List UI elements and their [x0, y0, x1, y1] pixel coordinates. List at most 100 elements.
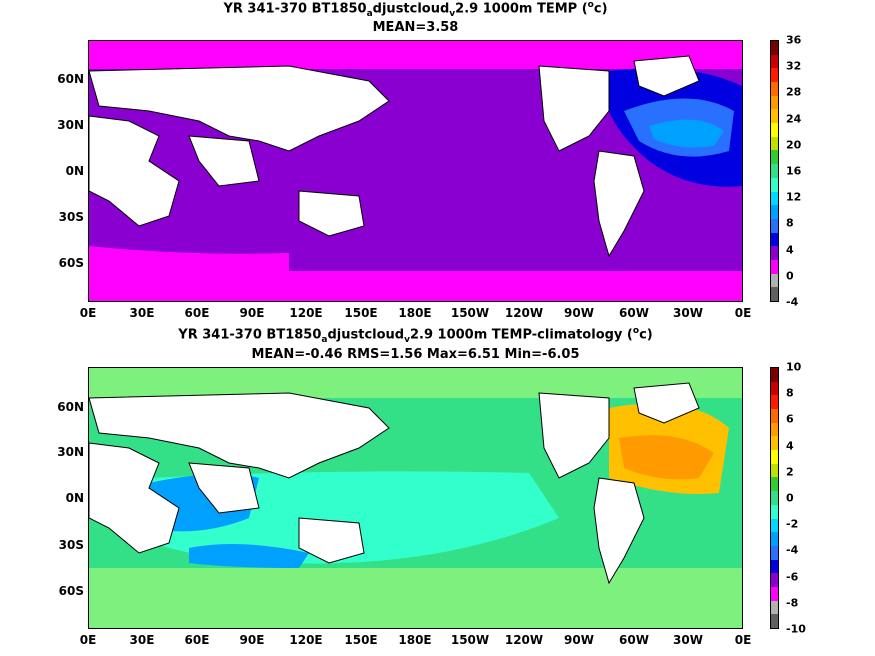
colorbar-tick-label: 28 [786, 85, 802, 99]
panel2-lon-5: 150E [344, 633, 378, 647]
panel2-map-svg [88, 368, 742, 628]
southern-anomaly [89, 568, 742, 628]
colorbar-tick-label: 32 [786, 59, 802, 73]
land-masses-2 [88, 382, 700, 585]
colorbar-segment [771, 504, 778, 519]
panel1-lon-1: 30E [129, 306, 155, 320]
atlantic-orange [619, 435, 714, 480]
panel1-lon-0: 0E [79, 306, 97, 320]
panel1-title-line2: MEAN=3.58 [372, 20, 459, 35]
arctic-band [89, 41, 742, 69]
colorbar-segment [771, 150, 778, 165]
panel1-lon-10: 60W [619, 306, 649, 320]
colorbar-tick-label: -4 [786, 543, 799, 557]
south-america-2 [593, 477, 645, 585]
colorbar-tick-label: 6 [786, 412, 794, 426]
colorbar-segment [771, 164, 778, 179]
panel1-lon-5: 150E [344, 306, 378, 320]
colorbar-segment [771, 477, 778, 492]
australia [298, 190, 365, 237]
panel2-lon-9: 90W [564, 633, 594, 647]
colorbar-segment [771, 573, 778, 588]
india-region [188, 135, 260, 187]
colorbar-segment [771, 600, 778, 615]
colorbar-segment [771, 232, 778, 247]
colorbar-tick-label: 10 [786, 360, 802, 374]
colorbar-segment [771, 136, 778, 151]
panel2-lon-7: 150W [450, 633, 490, 647]
colorbar-segment [771, 273, 778, 288]
colorbar-segment [771, 395, 778, 410]
panel2-lon-0: 0E [79, 633, 97, 647]
panel2-lat-30n: 30N [57, 445, 84, 459]
north-america-2 [538, 392, 610, 479]
panel2-lat-0n: 0N [65, 491, 84, 505]
colorbar-segment [771, 177, 778, 192]
colorbar-segment [771, 109, 778, 124]
panel2-lon-8: 120W [504, 633, 544, 647]
panel1-lat-30n: 30N [57, 118, 84, 132]
colorbar-tick-label: 0 [786, 269, 794, 283]
colorbar-segment [771, 463, 778, 478]
colorbar-tick-label: 2 [786, 465, 794, 479]
southern-indian-blue [189, 544, 309, 568]
panel2-lon-1: 30E [129, 633, 155, 647]
colorbar-tick-label: -4 [786, 295, 799, 309]
colorbar-segment [771, 68, 778, 83]
colorbar-segment [771, 436, 778, 451]
panel1-lat-60s: 60S [58, 256, 84, 270]
panel2-title-line1: YR 341-370 BT1850adjustcloudv2.9 1000m T… [178, 326, 653, 345]
north-america [538, 65, 610, 152]
eurasia-north-2 [88, 392, 390, 479]
panel1-lon-12: 0E [734, 306, 752, 320]
panel2-lon-3: 90E [239, 633, 265, 647]
panel2-lat-60s: 60S [58, 584, 84, 598]
panel2-lon-12: 0E [734, 633, 752, 647]
colorbar-tick-label: 12 [786, 190, 802, 204]
colorbar-segment [771, 259, 778, 275]
panel2-title-line2: MEAN=-0.46 RMS=1.56 Max=6.51 Min=-6.05 [251, 347, 580, 362]
colorbar-segment [771, 191, 778, 206]
colorbar-segment [771, 123, 778, 138]
panel2-lon-6: 180E [398, 633, 432, 647]
colorbar-tick-label: 24 [786, 112, 802, 126]
colorbar-segment [771, 41, 778, 56]
india-region-2 [188, 462, 260, 514]
colorbar-segment [771, 287, 778, 302]
panel2-lon-11: 30W [673, 633, 703, 647]
land-masses [88, 55, 700, 258]
colorbar-segment [771, 368, 778, 383]
southern-ocean-magenta [89, 246, 289, 271]
south-america [593, 150, 645, 258]
panel1-colorbar [770, 40, 779, 302]
colorbar-tick-label: -8 [786, 596, 799, 610]
greenland [633, 55, 700, 97]
colorbar-segment [771, 409, 778, 424]
colorbar-tick-label: 4 [786, 439, 794, 453]
arctic-anomaly [89, 368, 742, 398]
colorbar-tick-label: 8 [786, 216, 794, 230]
colorbar-tick-label: -2 [786, 517, 799, 531]
africa-2 [88, 442, 180, 554]
colorbar-segment [771, 586, 778, 602]
panel1-lat-30s: 30S [58, 210, 84, 224]
colorbar-tick-label: 36 [786, 33, 802, 47]
panel1-lon-4: 120E [289, 306, 323, 320]
colorbar-tick-label: 8 [786, 386, 794, 400]
colorbar-segment [771, 518, 778, 533]
antarctic-band [89, 271, 742, 301]
panel2-map [88, 367, 743, 629]
panel1-lat-0n: 0N [65, 164, 84, 178]
panel2-lon-10: 60W [619, 633, 649, 647]
colorbar-segment [771, 381, 778, 396]
colorbar-segment [771, 532, 778, 547]
panel1-lon-9: 90W [564, 306, 594, 320]
panel2-colorbar [770, 367, 779, 629]
panel2-lat-30s: 30S [58, 538, 84, 552]
panel1-map [88, 40, 743, 302]
greenland-2 [633, 382, 700, 424]
colorbar-segment [771, 82, 778, 97]
panel1-map-svg [88, 41, 742, 301]
panel2-lat-60n: 60N [57, 400, 84, 414]
atlantic-core [649, 119, 724, 148]
